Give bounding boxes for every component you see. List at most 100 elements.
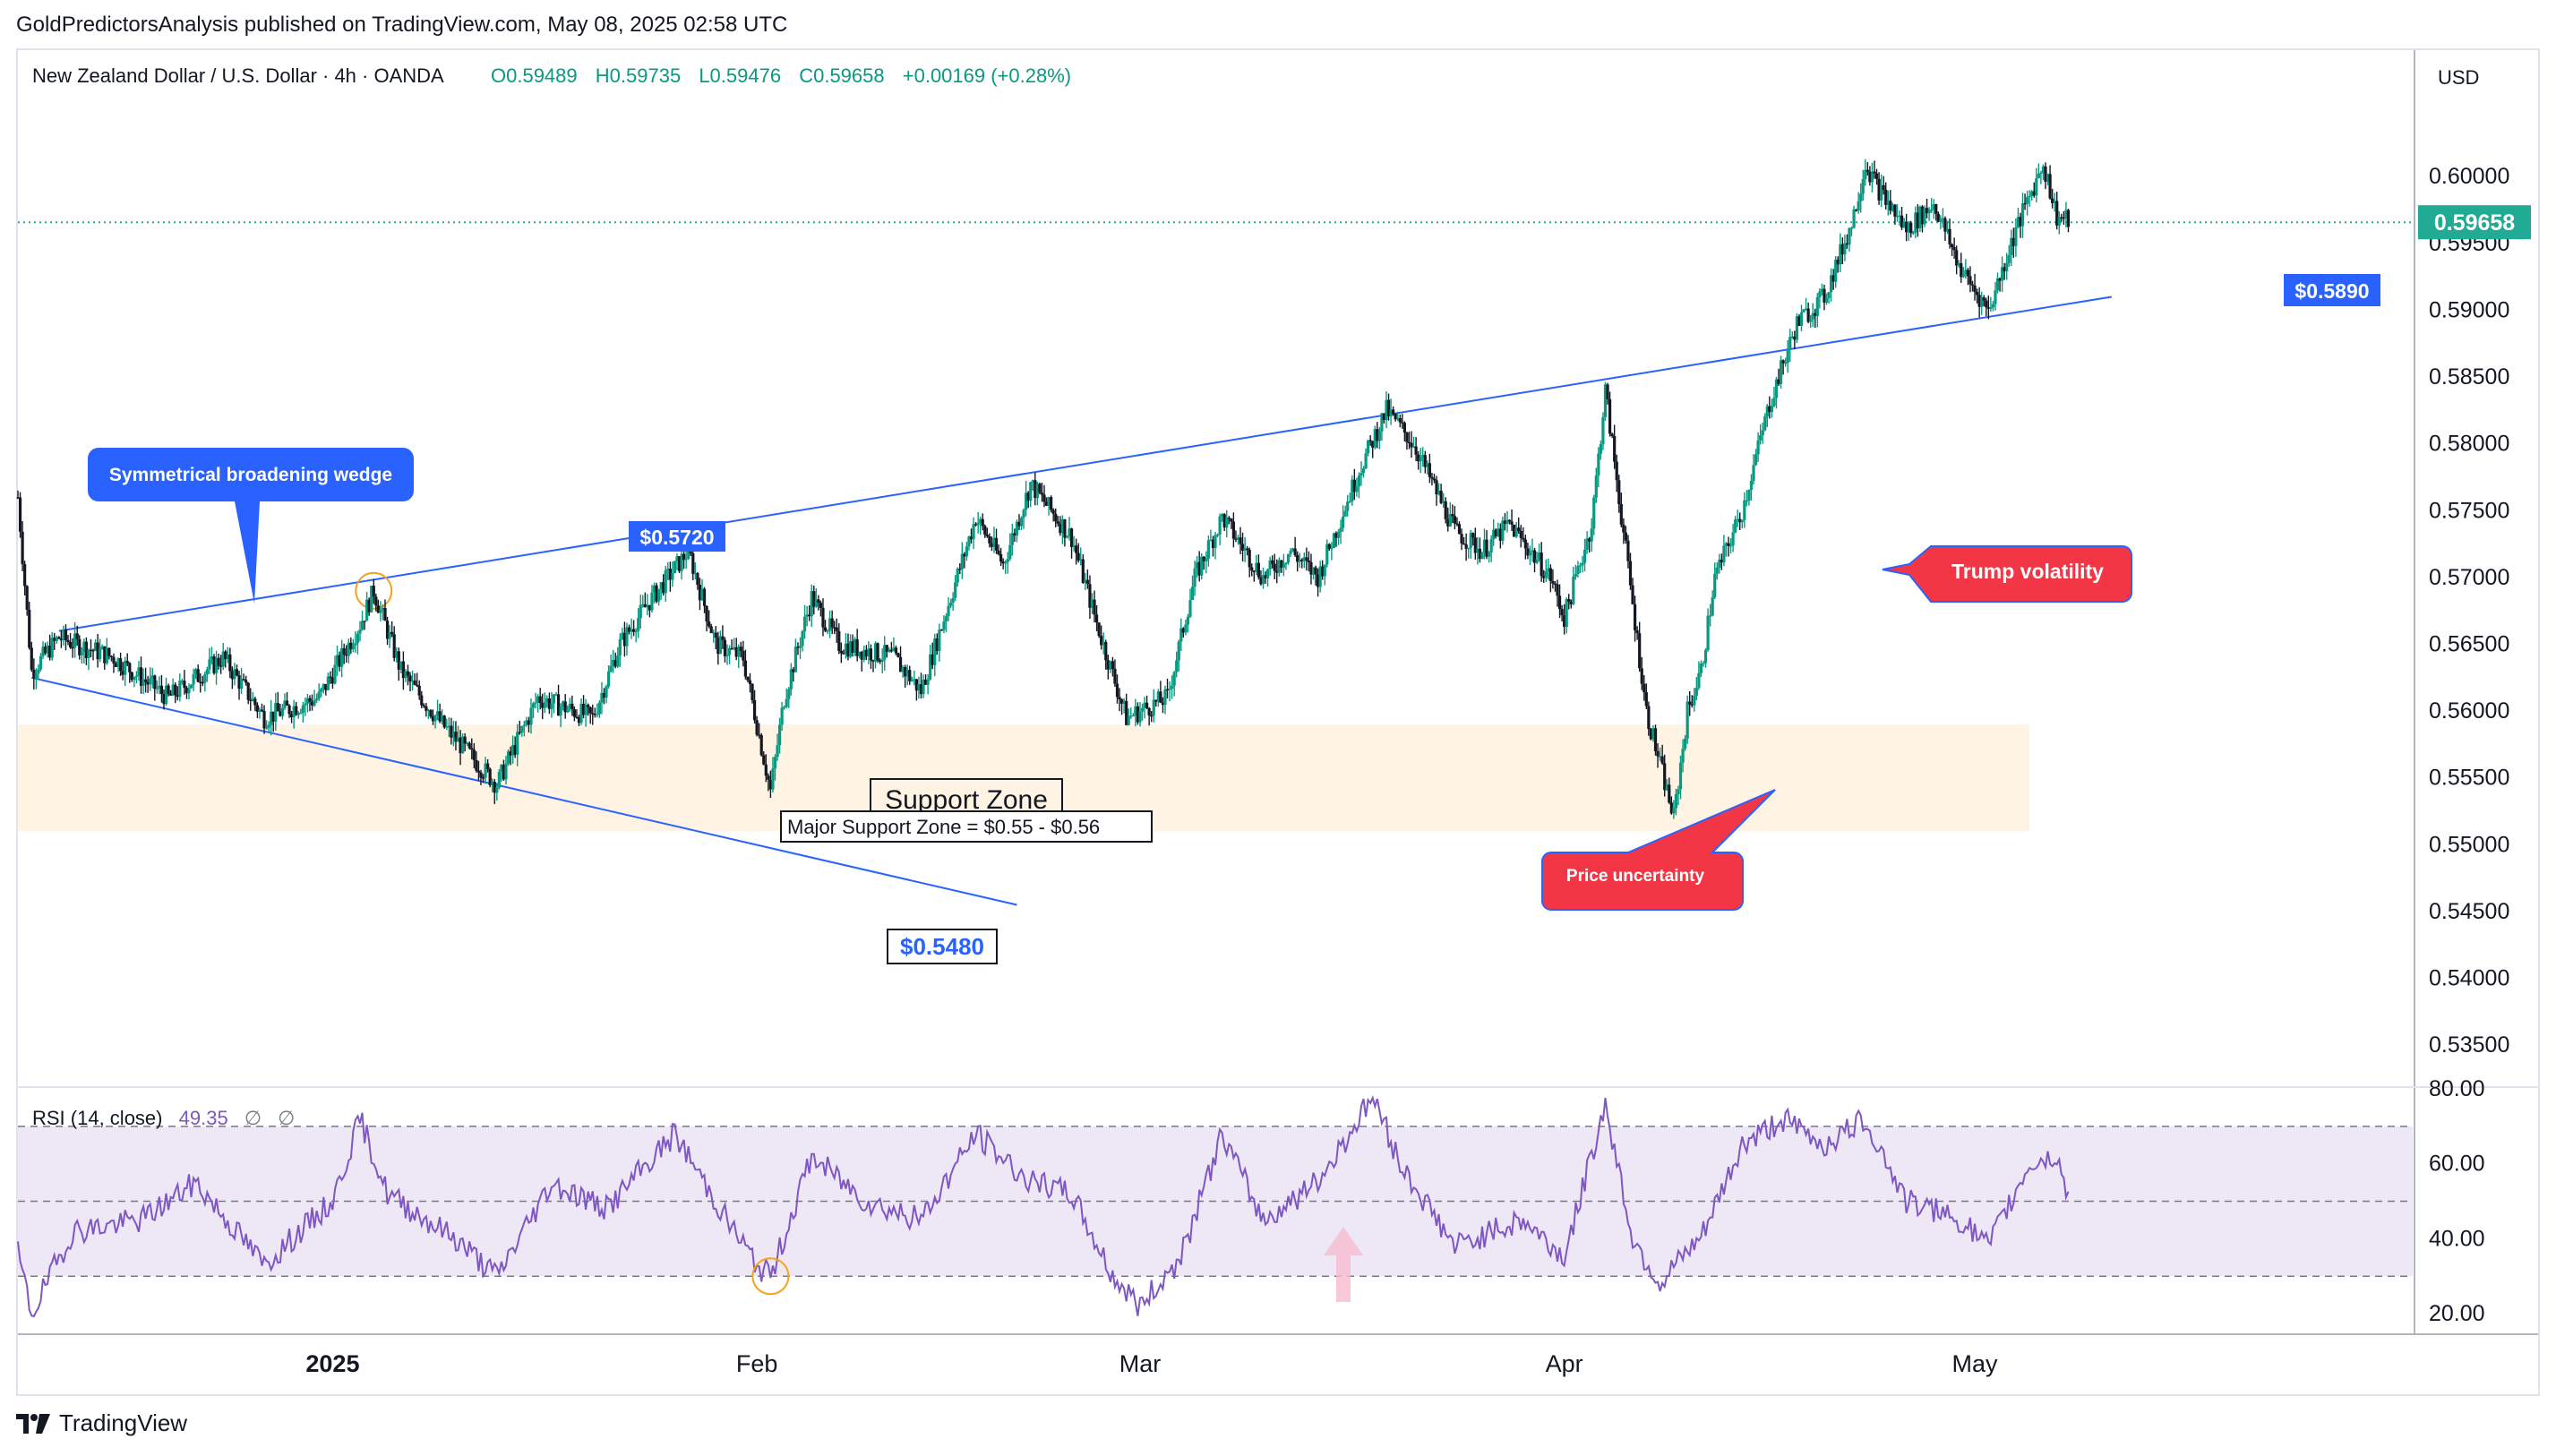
- candle-body: [230, 671, 234, 680]
- candle-body: [1255, 562, 1258, 572]
- candle-body: [983, 526, 987, 535]
- candle-body: [100, 646, 104, 650]
- candle-body: [1722, 545, 1726, 563]
- candle-body: [798, 646, 802, 648]
- candle-body: [1905, 221, 1908, 233]
- candle-body: [926, 679, 930, 685]
- candle-body: [1693, 695, 1696, 706]
- candle-body: [329, 676, 332, 678]
- price-tick-label: 0.57500: [2429, 498, 2509, 523]
- candle-body: [1411, 446, 1416, 448]
- candle-body: [442, 715, 446, 728]
- candle-body: [1749, 481, 1754, 490]
- candle-body: [734, 647, 738, 657]
- candle-body: [618, 638, 622, 656]
- candle-body: [652, 585, 656, 593]
- candle-body: [2001, 267, 2004, 281]
- candle-body: [2039, 172, 2043, 175]
- candle-body: [1084, 579, 1087, 583]
- candle-body: [1514, 527, 1518, 537]
- level-lower-label: $0.5480: [900, 933, 984, 960]
- candle-body: [992, 537, 996, 547]
- support-zone-note: Major Support Zone = $0.55 - $0.56: [787, 816, 1100, 838]
- wedge-callout: Symmetrical broadening wedge: [88, 448, 414, 604]
- candle-body: [296, 713, 300, 715]
- candle-body: [876, 643, 879, 661]
- candle-body: [846, 643, 850, 657]
- candle-body: [169, 693, 173, 696]
- candle-body: [1131, 715, 1135, 717]
- candle-body: [1305, 557, 1308, 561]
- candle-body: [285, 700, 289, 706]
- candle-body: [1380, 413, 1384, 432]
- candle-body: [1122, 700, 1126, 704]
- currency-label[interactable]: USD: [2438, 66, 2479, 89]
- candle-body: [171, 684, 175, 696]
- candle-body: [82, 641, 86, 653]
- candle-body: [768, 779, 772, 790]
- candle-body: [125, 661, 129, 664]
- candle-body: [59, 638, 63, 641]
- candle-body: [819, 603, 823, 608]
- candle-body: [500, 765, 503, 772]
- candle-body: [149, 678, 152, 685]
- candle-body: [1840, 244, 1844, 255]
- candle-body: [641, 604, 645, 606]
- candle-body: [1104, 641, 1108, 661]
- candle-body: [174, 684, 177, 696]
- candle-body: [742, 650, 745, 661]
- candle-body: [310, 701, 314, 706]
- candle-body: [420, 695, 424, 706]
- candle-body: [1497, 528, 1500, 536]
- legend-open: O0.59489: [491, 64, 578, 87]
- candle-body: [226, 654, 229, 660]
- candle-body: [349, 642, 353, 650]
- candle-body: [1421, 455, 1425, 458]
- candle-body: [2011, 237, 2015, 246]
- candle-body: [1038, 484, 1042, 493]
- candle-body: [1916, 212, 1919, 228]
- candle-body: [1513, 524, 1516, 537]
- candle-body: [1348, 501, 1351, 503]
- candle-body: [1361, 468, 1366, 474]
- candle-body: [304, 703, 307, 706]
- candle-body: [1811, 313, 1814, 320]
- candle-body: [712, 632, 716, 634]
- candle-body: [1982, 297, 1986, 301]
- rsi-tick-label: 60.00: [2429, 1152, 2485, 1177]
- candle-body: [1205, 559, 1208, 561]
- candle-body: [347, 642, 350, 656]
- candle-body: [577, 716, 581, 724]
- candle-body: [545, 698, 549, 703]
- candle-body: [1291, 548, 1295, 552]
- candle-body: [2046, 174, 2050, 183]
- candle-body: [1072, 545, 1076, 547]
- candle-body: [324, 683, 328, 690]
- candle-body: [2020, 203, 2025, 227]
- publisher-line: GoldPredictorsAnalysis published on Trad…: [16, 13, 788, 37]
- candle-body: [1781, 360, 1785, 364]
- candle-body: [1724, 543, 1728, 546]
- candle-body: [326, 676, 330, 690]
- candle-body: [1396, 417, 1400, 420]
- candle-body: [1688, 701, 1692, 705]
- candle-body: [2026, 197, 2029, 204]
- candle-body: [547, 698, 551, 709]
- candle-body: [1526, 548, 1530, 556]
- candle-body: [839, 650, 843, 654]
- candle-body: [1961, 274, 1965, 278]
- candle-body: [109, 655, 114, 657]
- candle-body: [709, 626, 713, 633]
- candle-body: [159, 685, 164, 694]
- candle-body: [2032, 191, 2036, 196]
- candle-body: [1165, 689, 1170, 690]
- candle-body: [1923, 208, 1926, 225]
- candle-body: [2060, 217, 2063, 218]
- candle-body: [591, 713, 595, 715]
- candle-body: [1699, 664, 1703, 673]
- candle-body: [1088, 584, 1092, 608]
- candle-body: [1448, 514, 1452, 527]
- candle-body: [406, 671, 410, 676]
- candle-body: [1376, 429, 1379, 441]
- price-tick-label: 0.54000: [2429, 966, 2509, 991]
